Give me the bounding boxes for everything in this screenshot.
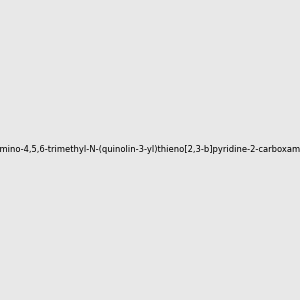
Text: 3-amino-4,5,6-trimethyl-N-(quinolin-3-yl)thieno[2,3-b]pyridine-2-carboxamide: 3-amino-4,5,6-trimethyl-N-(quinolin-3-yl… — [0, 146, 300, 154]
